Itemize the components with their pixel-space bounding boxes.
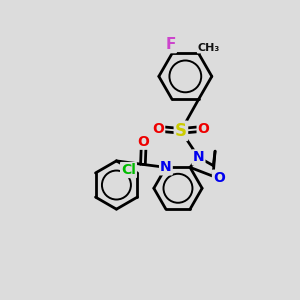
Text: Cl: Cl [121,163,136,177]
Text: N: N [193,150,204,164]
Text: O: O [213,171,225,185]
Text: O: O [152,122,164,136]
Text: F: F [165,37,176,52]
Text: O: O [198,122,209,136]
Text: N: N [160,160,172,174]
Text: S: S [175,122,187,140]
Text: CH₃: CH₃ [198,43,220,52]
Text: O: O [138,135,149,149]
